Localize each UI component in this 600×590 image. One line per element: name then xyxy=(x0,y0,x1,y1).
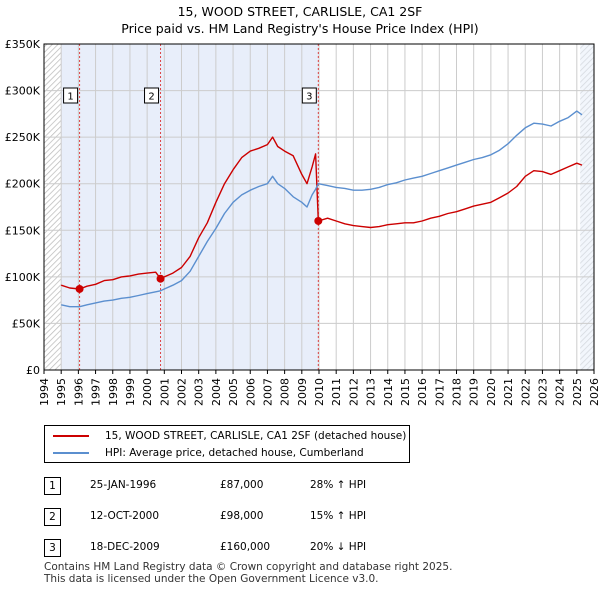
sale-marker-label: 1 xyxy=(67,92,73,103)
sale-date: 18-DEC-2009 xyxy=(90,541,160,553)
copyright-notice: Contains HM Land Registry data © Crown c… xyxy=(44,561,453,573)
sale-hpi-comparison: 15% ↑ HPI xyxy=(310,510,367,522)
sale-point xyxy=(314,216,323,225)
legend-label-hpi: HPI: Average price, detached house, Cumb… xyxy=(105,447,364,459)
x-tick-label: 2001 xyxy=(158,378,171,406)
x-tick-label: 1995 xyxy=(55,378,68,406)
y-tick-label: £300K xyxy=(5,85,41,98)
sale-hpi-comparison: 28% ↑ HPI xyxy=(310,479,367,491)
x-tick-label: 2015 xyxy=(399,378,412,406)
sale-price: £160,000 xyxy=(220,541,271,553)
x-tick-label: 2012 xyxy=(347,378,360,406)
x-tick-label: 2003 xyxy=(193,378,206,406)
y-tick-label: £0 xyxy=(26,364,40,377)
y-tick-label: £100K xyxy=(5,271,41,284)
x-tick-label: 1994 xyxy=(38,378,51,406)
chart-title: 15, WOOD STREET, CARLISLE, CA1 2SF xyxy=(177,4,423,19)
x-tick-label: 2013 xyxy=(365,378,378,406)
y-tick-label: £150K xyxy=(5,224,41,237)
x-tick-label: 2009 xyxy=(296,378,309,406)
legend-item-property: 15, WOOD STREET, CARLISLE, CA1 2SF (deta… xyxy=(53,428,406,444)
x-tick-label: 2017 xyxy=(433,378,446,406)
property-price-line xyxy=(60,136,583,290)
x-tick-label: 2026 xyxy=(588,378,600,406)
x-tick-label: 2006 xyxy=(244,378,257,406)
hpi-line xyxy=(61,110,583,308)
ownership-shade xyxy=(580,44,594,370)
x-tick-label: 2002 xyxy=(176,378,189,406)
x-tick-label: 2018 xyxy=(451,378,464,406)
x-tick-label: 2010 xyxy=(313,378,326,406)
hatched-region xyxy=(44,44,62,370)
sale-number-badge: 1 xyxy=(44,477,61,495)
sale-number-badge: 3 xyxy=(44,539,61,557)
y-tick-label: £350K xyxy=(5,38,41,51)
x-tick-label: 2000 xyxy=(141,378,154,406)
legend-item-hpi: HPI: Average price, detached house, Cumb… xyxy=(53,445,364,461)
price-chart: 1 2 3 £0 £50K £100K £150K £200K £250K £300K £350K… xyxy=(5,38,600,406)
sale-marker-badge xyxy=(144,87,160,104)
x-tick-label: 2007 xyxy=(261,378,274,406)
x-tick-label: 2016 xyxy=(416,378,429,406)
x-tick-label: 2014 xyxy=(382,378,395,406)
sale-marker-label: 3 xyxy=(306,92,312,103)
sale-marker-badge xyxy=(63,87,79,104)
legend-swatch-property xyxy=(53,435,89,437)
x-tick-label: 2023 xyxy=(536,378,549,406)
x-tick-label: 2020 xyxy=(485,378,498,406)
x-tick-label: 2019 xyxy=(468,378,481,406)
sale-marker-badge xyxy=(301,87,317,104)
ownership-shade xyxy=(61,44,319,370)
x-tick-label: 2004 xyxy=(210,378,223,406)
legend-label-property: 15, WOOD STREET, CARLISLE, CA1 2SF (deta… xyxy=(105,430,407,442)
x-tick-label: 2025 xyxy=(571,378,584,406)
y-tick-label: £200K xyxy=(5,178,41,191)
y-tick-label: £50K xyxy=(12,317,41,330)
plot-frame xyxy=(43,43,595,371)
x-tick-label: 2008 xyxy=(279,378,292,406)
licence-notice: This data is licensed under the Open Gov… xyxy=(44,573,379,585)
x-tick-label: 2024 xyxy=(554,378,567,406)
sale-price: £98,000 xyxy=(220,510,264,522)
x-tick-label: 1997 xyxy=(90,378,103,406)
y-tick-label: £250K xyxy=(5,131,41,144)
x-tick-label: 1996 xyxy=(72,378,85,406)
x-tick-label: 2021 xyxy=(502,378,515,406)
sale-price: £87,000 xyxy=(220,479,264,491)
sale-point xyxy=(156,274,165,283)
legend: 15, WOOD STREET, CARLISLE, CA1 2SF (deta… xyxy=(44,425,410,463)
x-tick-label: 2011 xyxy=(330,378,343,406)
x-tick-label: 2022 xyxy=(519,378,532,406)
chart-subtitle: Price paid vs. HM Land Registry's House … xyxy=(121,21,479,36)
legend-swatch-hpi xyxy=(53,452,89,454)
sale-number-badge: 2 xyxy=(44,508,61,526)
sale-date: 12-OCT-2000 xyxy=(90,510,159,522)
x-tick-label: 2005 xyxy=(227,378,240,406)
x-tick-label: 1999 xyxy=(124,378,137,406)
sale-hpi-comparison: 20% ↓ HPI xyxy=(310,541,367,553)
x-tick-label: 1998 xyxy=(107,378,120,406)
sale-date: 25-JAN-1996 xyxy=(90,479,157,491)
sale-marker-label: 2 xyxy=(148,92,154,103)
sale-point xyxy=(75,284,84,293)
